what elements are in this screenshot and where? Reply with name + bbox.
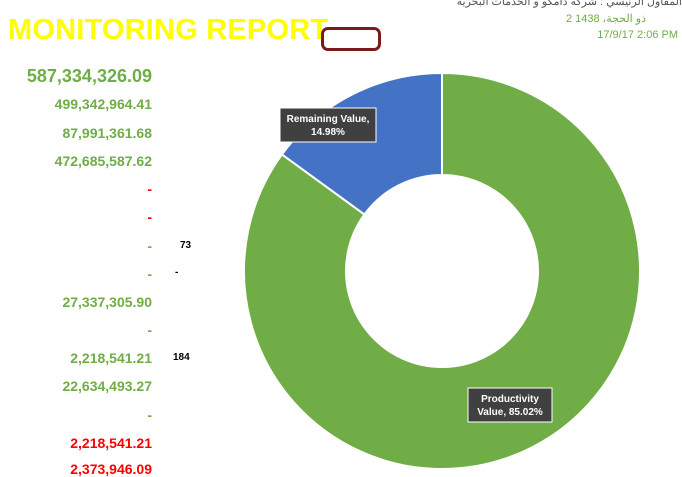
note-cell: 73 xyxy=(180,240,192,251)
value-cell: 2,218,541.21 xyxy=(70,350,152,366)
slice-productivity-value xyxy=(243,71,641,468)
value-cell: - xyxy=(147,209,152,225)
value-cell: 27,337,305.90 xyxy=(62,294,152,310)
value-cell: 472,685,587.62 xyxy=(54,153,152,169)
value-cell: - xyxy=(147,322,152,338)
report-timestamp: 17/9/17 2:06 PM xyxy=(597,29,678,41)
value-cell: - xyxy=(147,407,152,423)
title-highlight-box xyxy=(321,27,381,51)
value-cell: 499,342,964.41 xyxy=(54,96,152,112)
value-cell: - xyxy=(147,266,152,282)
data-label-text: 14.98% xyxy=(311,127,345,138)
report-title: MONITORING REPORT xyxy=(8,14,329,46)
note-cell: 184 xyxy=(173,352,190,363)
data-label-productivity-value: Productivity Value, 85.02% xyxy=(467,387,553,423)
value-cell: - xyxy=(147,181,152,197)
data-label-text: Value, 85.02% xyxy=(477,407,543,418)
value-cell: - xyxy=(147,238,152,254)
value-cell: 2,218,541.21 xyxy=(70,435,152,451)
data-label-text: Remaining Value, xyxy=(287,114,370,125)
note-cell: - xyxy=(175,267,179,278)
data-label-text: Productivity xyxy=(481,394,539,405)
value-cell: 587,334,326.09 xyxy=(26,66,152,86)
data-label-remaining-value: Remaining Value, 14.98% xyxy=(279,107,377,143)
contractor-line: المقاول الرئيسي : شركة دامكو و الخدمات ا… xyxy=(456,0,682,8)
value-cell: 22,634,493.27 xyxy=(62,378,152,394)
value-cell: 87,991,361.68 xyxy=(62,125,152,141)
hijri-date: 2 ذو الحجة، 1438 xyxy=(565,13,646,25)
